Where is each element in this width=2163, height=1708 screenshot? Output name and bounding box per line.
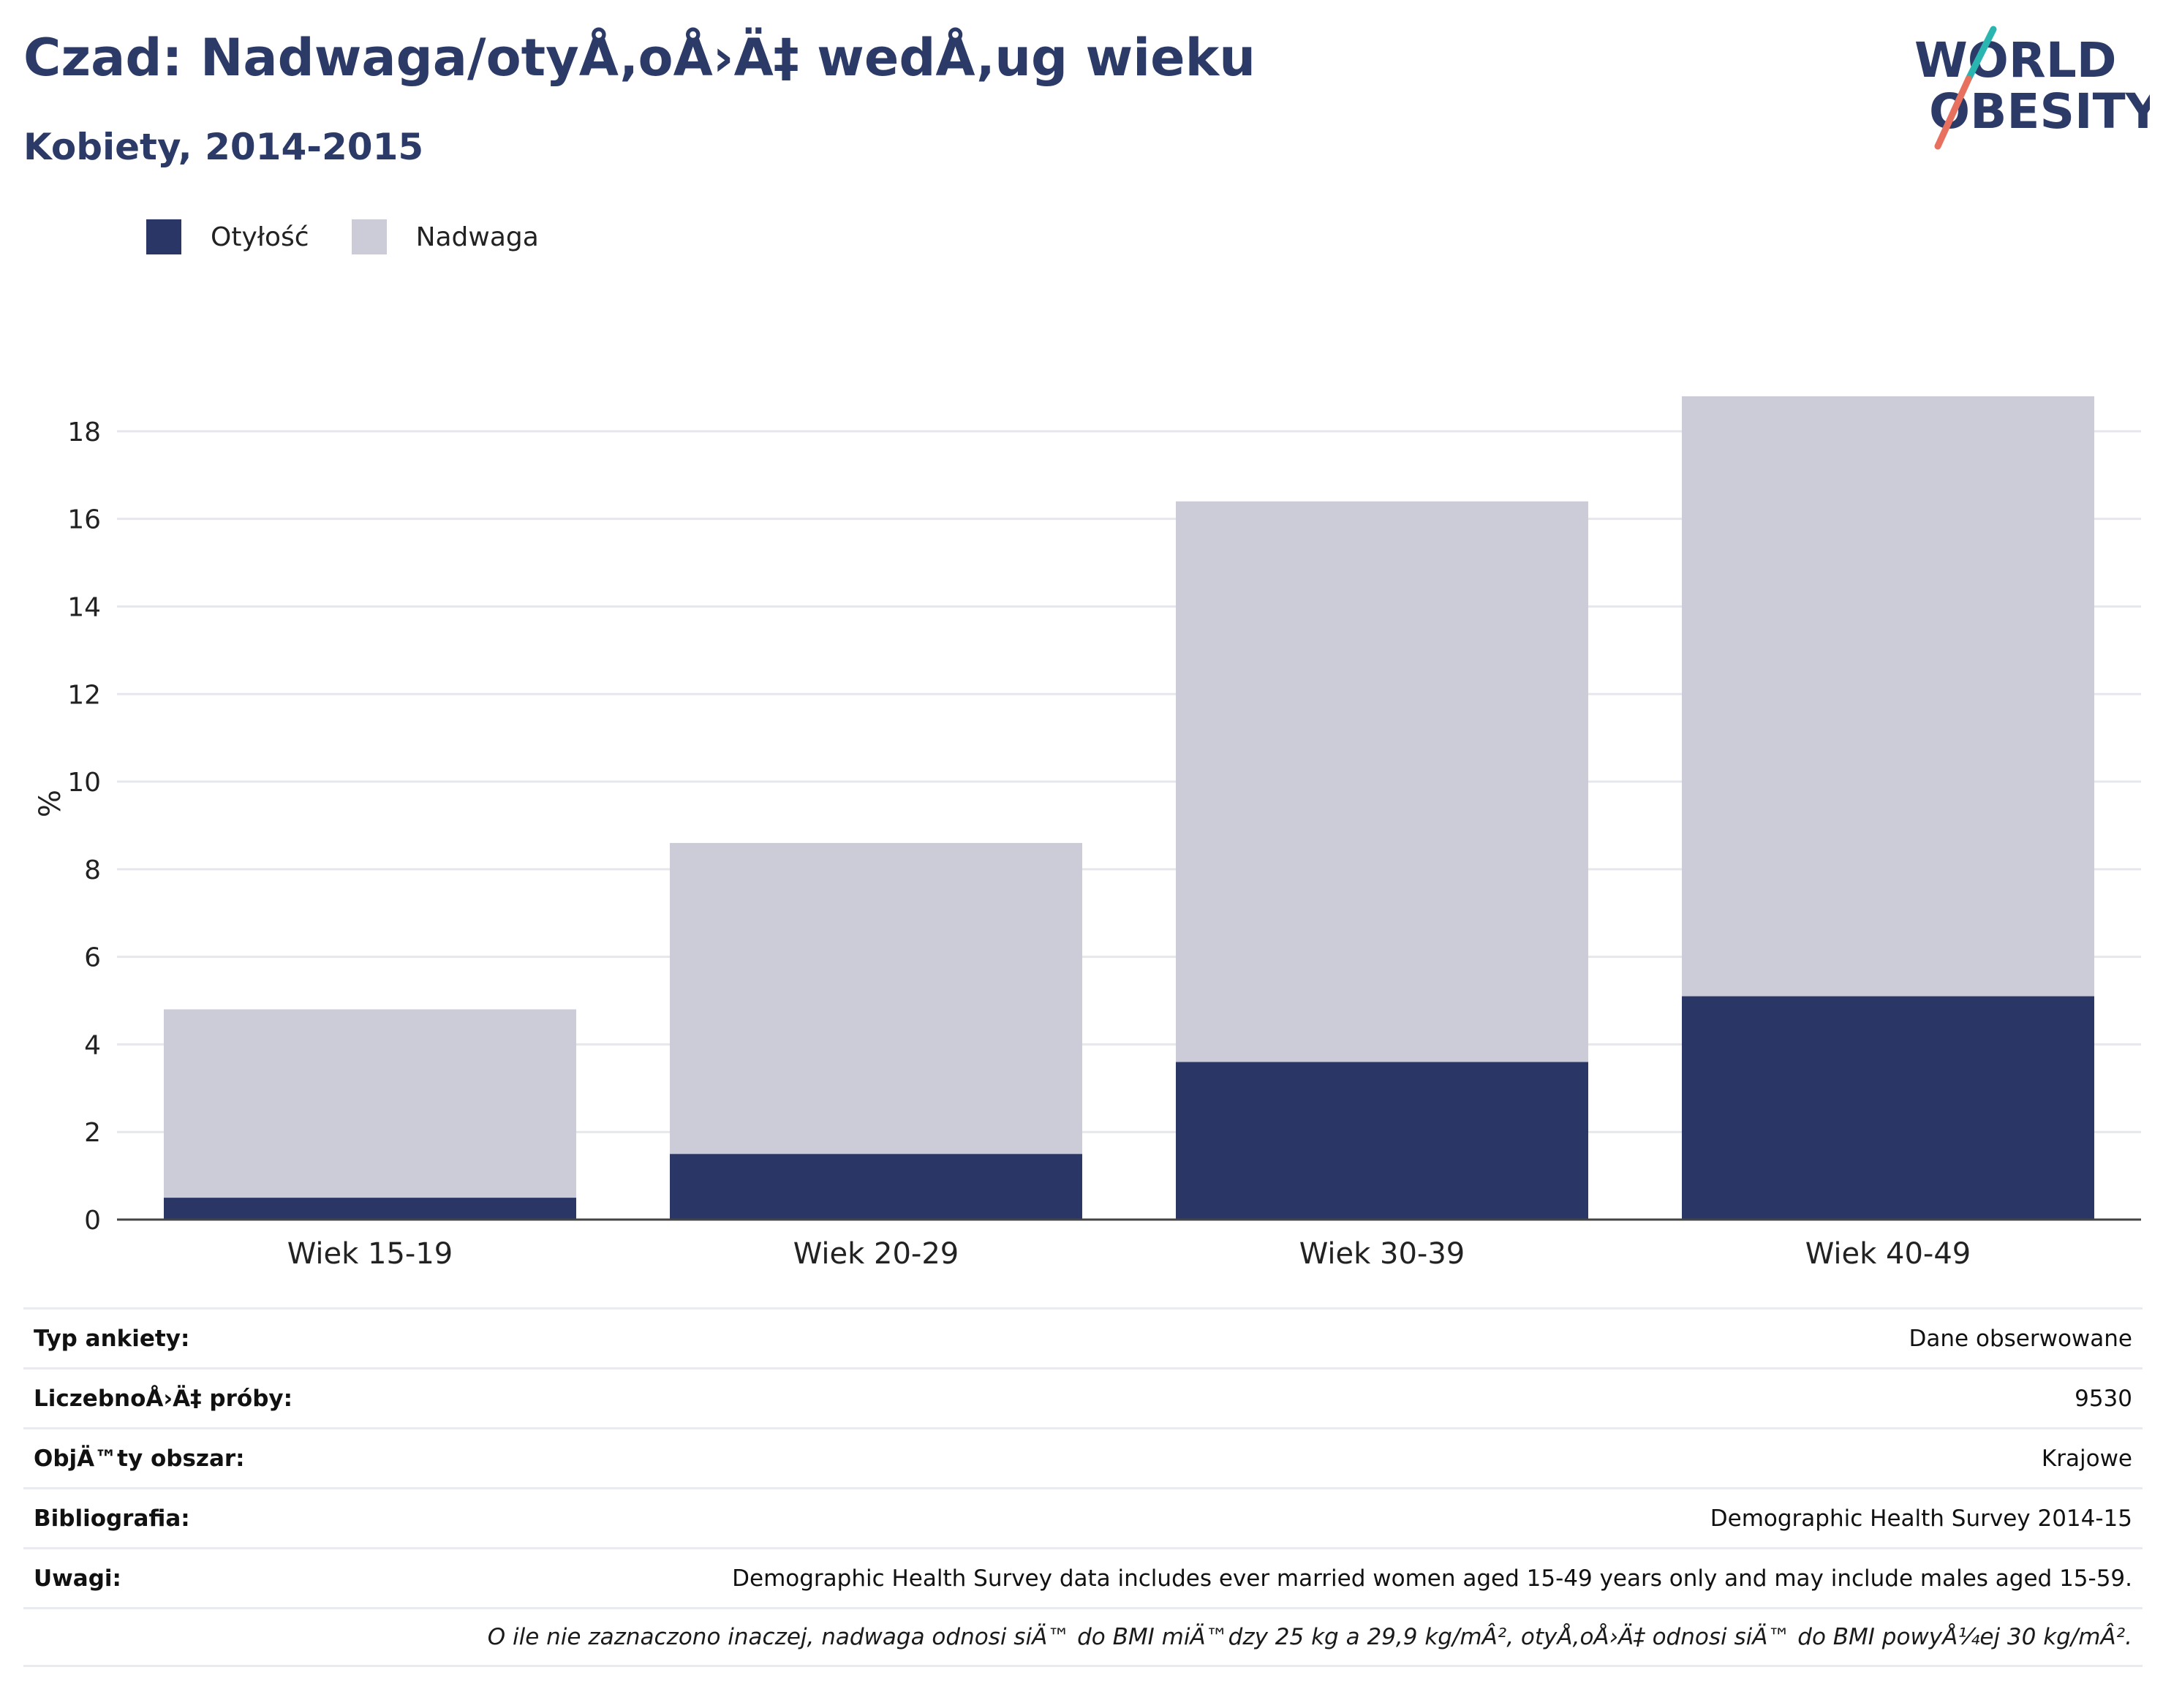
x-tick-label: Wiek 30-39: [1299, 1237, 1465, 1271]
meta-row-survey-type: Typ ankiety: Dane obserwowane: [23, 1307, 2143, 1367]
meta-row-notes: Uwagi: Demographic Health Survey data in…: [23, 1547, 2143, 1607]
y-tick-label: 8: [84, 855, 101, 885]
meta-row-bibliography: Bibliografia: Demographic Health Survey …: [23, 1487, 2143, 1547]
bar-obesity: [164, 1198, 576, 1220]
y-tick-label: 10: [67, 768, 101, 798]
bar-chart: 0 2 4 6 8 10 12 14 16 18% Wiek 15-19 Wiek 20-29 Wiek…: [34, 396, 2141, 1271]
chart-title: Czad: Nadwaga/otyÅ‚oÅ›Ä‡ wedÅ‚ug wieku: [23, 28, 1256, 88]
legend-swatch-obesity: [146, 219, 181, 254]
legend-item-overweight[interactable]: Nadwaga: [351, 219, 539, 254]
meta-row-area: ObjÄ™ty obszar: Krajowe: [23, 1427, 2143, 1487]
meta-value: Demographic Health Survey 2014-15: [1710, 1505, 2132, 1532]
bar-overweight: [1682, 396, 2094, 997]
x-tick-label: Wiek 40-49: [1805, 1237, 1971, 1271]
legend-label-overweight: Nadwaga: [415, 222, 539, 252]
y-tick-label: 16: [67, 505, 101, 535]
y-tick-label: 14: [67, 592, 101, 622]
meta-key: Typ ankiety:: [34, 1325, 190, 1352]
legend-label-obesity: Otyłość: [211, 222, 309, 252]
world-obesity-logo: WORLD OBESITY: [1914, 26, 2150, 150]
legend-item-obesity[interactable]: Otyłość: [146, 219, 309, 254]
y-tick-label: 0: [84, 1206, 101, 1236]
metadata-table: Typ ankiety: Dane obserwowane LiczebnoÅ›…: [23, 1307, 2143, 1667]
y-axis-label: %: [34, 790, 67, 817]
meta-value: Krajowe: [2041, 1445, 2132, 1472]
logo-teal-stroke: [1965, 26, 1997, 83]
meta-key: Uwagi:: [34, 1565, 121, 1592]
logo-line1: WORLD: [1914, 32, 2117, 88]
meta-value: 9530: [2075, 1385, 2132, 1412]
bar-overweight: [670, 842, 1082, 1155]
bar-overweight: [1176, 501, 1588, 1062]
meta-value: Dane obserwowane: [1909, 1325, 2132, 1352]
footnote-row: O ile nie zaznaczono inaczej, nadwaga od…: [23, 1607, 2143, 1667]
y-tick-label: 18: [67, 417, 101, 447]
meta-row-sample-size: LiczebnoÅ›Ä‡ próby: 9530: [23, 1367, 2143, 1427]
meta-value: Demographic Health Survey data includes …: [732, 1565, 2132, 1592]
y-tick-label: 6: [84, 943, 101, 973]
y-tick-label: 2: [84, 1118, 101, 1148]
meta-key: Bibliografia:: [34, 1505, 190, 1532]
bar-obesity: [1682, 996, 2094, 1220]
y-tick-label: 4: [84, 1030, 101, 1060]
meta-key: LiczebnoÅ›Ä‡ próby:: [34, 1385, 293, 1412]
legend-swatch-overweight: [351, 219, 387, 254]
chart-subtitle: Kobiety, 2014-2015: [23, 126, 424, 168]
meta-key: ObjÄ™ty obszar:: [34, 1445, 245, 1472]
logo-coral-stroke: [1934, 75, 1972, 150]
bar-overweight: [164, 1009, 576, 1198]
x-tick-label: Wiek 20-29: [793, 1237, 959, 1271]
x-tick-label: Wiek 15-19: [287, 1237, 453, 1271]
bar-obesity: [670, 1154, 1082, 1220]
footnote: O ile nie zaznaczono inaczej, nadwaga od…: [487, 1624, 2132, 1650]
legend: Otyłość Nadwaga: [146, 218, 581, 256]
y-tick-label: 12: [67, 680, 101, 710]
bar-obesity: [1176, 1062, 1588, 1220]
